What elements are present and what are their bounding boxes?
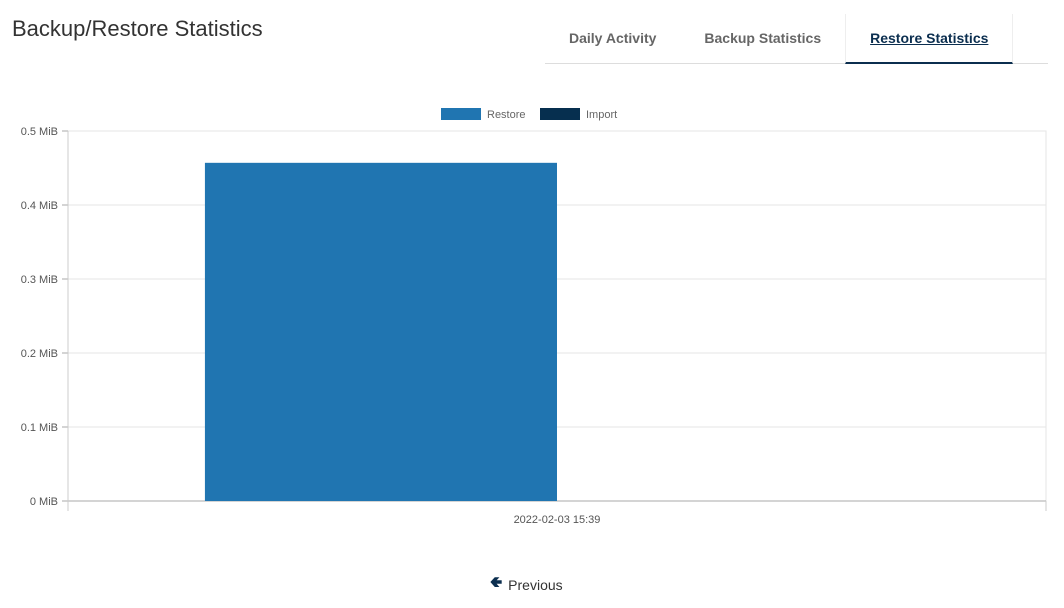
tab-backup-statistics[interactable]: Backup Statistics [704, 30, 822, 46]
y-tick-label: 0.4 MiB [21, 200, 58, 212]
bar-restore [204, 162, 558, 501]
restore-chart: 0 MiB 0.1 MiB 0.2 MiB 0.3 MiB 0.4 MiB 0.5 MiB… [21, 108, 1047, 526]
tab-bar: Daily Activity Backup Statistics Restore… [545, 14, 1048, 64]
y-tick-label: 0 MiB [30, 496, 58, 508]
y-tick-label: 0.5 MiB [21, 126, 58, 138]
legend-swatch-import [540, 108, 580, 120]
page-title: Backup/Restore Statistics [12, 16, 263, 41]
legend-swatch-restore [441, 108, 481, 120]
y-tick-label: 0.3 MiB [21, 274, 58, 286]
previous-label: Previous [508, 576, 563, 593]
x-tick-label: 2022-02-03 15:39 [514, 514, 601, 526]
tab-restore-statistics[interactable]: Restore Statistics [845, 14, 1014, 64]
y-tick-label: 0.2 MiB [21, 348, 58, 360]
y-tick-label: 0.1 MiB [21, 422, 58, 434]
legend-label: Restore [487, 109, 526, 121]
legend-label: Import [586, 109, 617, 121]
tab-daily-activity[interactable]: Daily Activity [569, 30, 657, 46]
previous-button[interactable]: 🢀 Previous [490, 572, 563, 597]
arrow-left-icon: 🢀 [490, 574, 503, 591]
